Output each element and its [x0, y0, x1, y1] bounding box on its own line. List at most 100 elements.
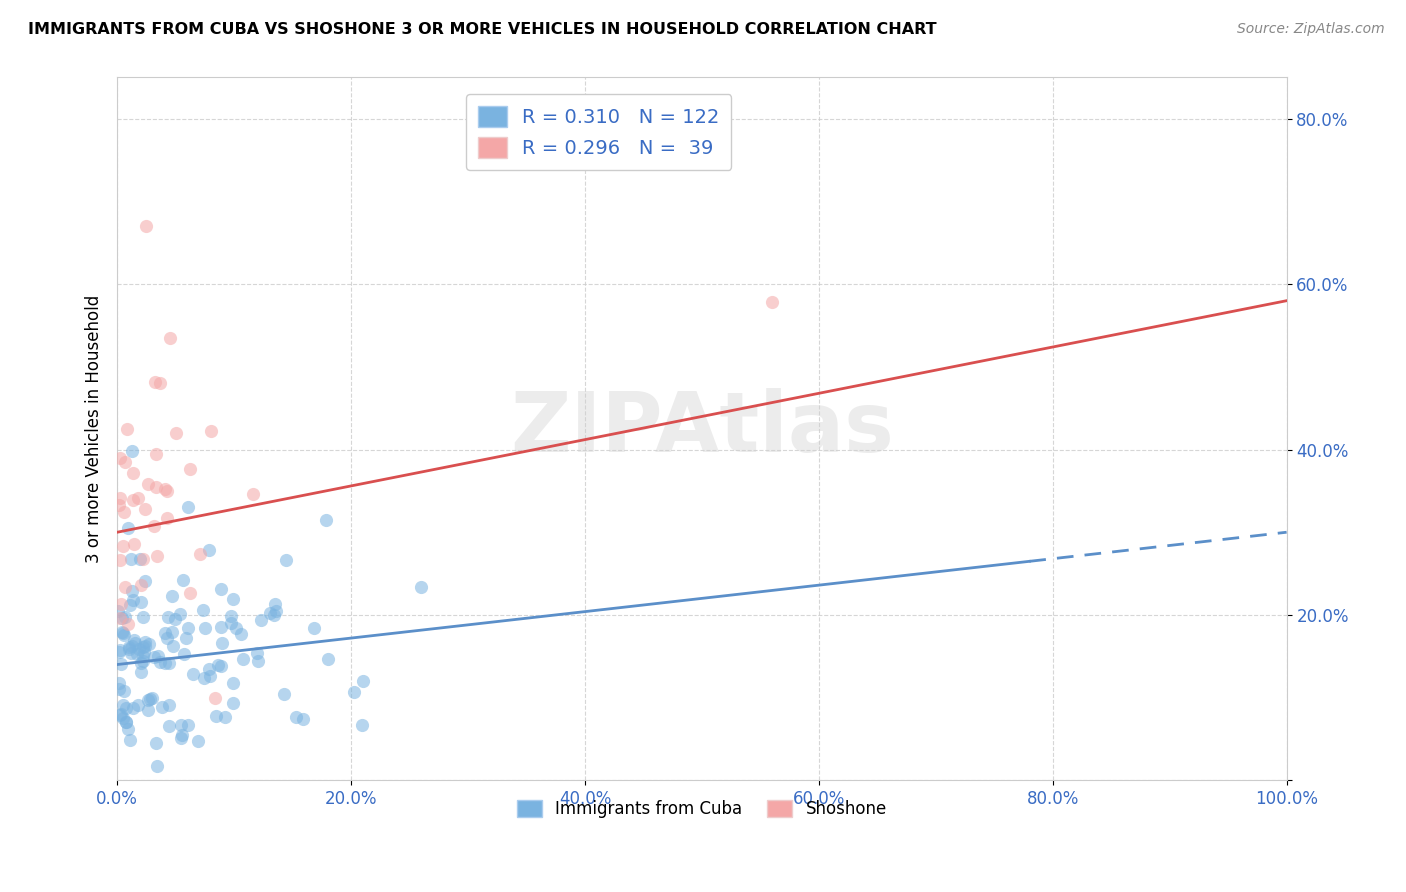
Point — [111, 611, 134, 625]
Point — [121, 640, 143, 654]
Point — [156, 510, 179, 524]
Point — [129, 595, 152, 609]
Point — [131, 657, 153, 671]
Point — [117, 722, 139, 736]
Point — [108, 491, 131, 506]
Point — [111, 698, 134, 713]
Point — [149, 655, 172, 669]
Point — [219, 608, 242, 623]
Point — [149, 376, 172, 391]
Point — [193, 671, 215, 685]
Point — [156, 610, 179, 624]
Point — [242, 487, 264, 501]
Point — [209, 620, 232, 634]
Point — [138, 637, 160, 651]
Point — [183, 666, 205, 681]
Point — [160, 625, 183, 640]
Point — [162, 639, 184, 653]
Point — [143, 650, 166, 665]
Point — [112, 628, 135, 642]
Point — [163, 612, 186, 626]
Point — [129, 552, 152, 566]
Point — [264, 597, 287, 611]
Point — [132, 645, 155, 659]
Point — [174, 631, 197, 645]
Point — [110, 657, 132, 671]
Point — [153, 626, 176, 640]
Point — [111, 626, 134, 640]
Point — [198, 542, 221, 557]
Point — [169, 607, 191, 621]
Point — [259, 606, 281, 620]
Point — [190, 548, 212, 562]
Point — [108, 611, 131, 625]
Point — [209, 582, 232, 596]
Point — [143, 519, 166, 533]
Point — [264, 604, 287, 618]
Point — [127, 698, 149, 713]
Point — [250, 613, 273, 627]
Point — [222, 675, 245, 690]
Point — [145, 736, 167, 750]
Point — [122, 633, 145, 648]
Point — [118, 598, 141, 612]
Point — [229, 627, 252, 641]
Point — [761, 294, 783, 309]
Point — [194, 621, 217, 635]
Point — [114, 701, 136, 715]
Point — [273, 687, 295, 701]
Point — [221, 616, 243, 631]
Point — [134, 502, 156, 516]
Point — [128, 642, 150, 657]
Point — [131, 649, 153, 664]
Point — [207, 658, 229, 673]
Point — [165, 425, 187, 440]
Point — [343, 685, 366, 699]
Point — [263, 608, 285, 623]
Point — [118, 641, 141, 656]
Point — [411, 580, 433, 594]
Point — [173, 647, 195, 661]
Point — [124, 636, 146, 650]
Point — [146, 549, 169, 563]
Point — [127, 491, 149, 505]
Point — [274, 553, 297, 567]
Legend: Immigrants from Cuba, Shoshone: Immigrants from Cuba, Shoshone — [510, 793, 894, 825]
Point — [211, 635, 233, 649]
Point — [204, 690, 226, 705]
Text: Source: ZipAtlas.com: Source: ZipAtlas.com — [1237, 22, 1385, 37]
Point — [115, 715, 138, 730]
Point — [111, 624, 134, 639]
Point — [153, 656, 176, 670]
Point — [157, 719, 180, 733]
Point — [129, 578, 152, 592]
Point — [145, 480, 167, 494]
Point — [108, 498, 131, 512]
Point — [179, 585, 201, 599]
Point — [117, 521, 139, 535]
Point — [114, 505, 136, 519]
Point — [135, 219, 157, 234]
Point — [108, 707, 131, 722]
Point — [131, 665, 153, 680]
Point — [170, 718, 193, 732]
Point — [157, 656, 180, 670]
Point — [187, 733, 209, 747]
Point — [143, 376, 166, 390]
Point — [131, 640, 153, 655]
Point — [134, 574, 156, 589]
Point — [134, 639, 156, 653]
Point — [177, 500, 200, 514]
Point — [112, 684, 135, 698]
Point — [121, 584, 143, 599]
Point — [170, 731, 193, 745]
Point — [136, 693, 159, 707]
Point — [200, 424, 222, 438]
Point — [246, 646, 269, 660]
Point — [156, 483, 179, 498]
Y-axis label: 3 or more Vehicles in Household: 3 or more Vehicles in Household — [86, 294, 103, 563]
Point — [120, 552, 142, 566]
Point — [121, 593, 143, 607]
Point — [114, 455, 136, 469]
Point — [177, 718, 200, 732]
